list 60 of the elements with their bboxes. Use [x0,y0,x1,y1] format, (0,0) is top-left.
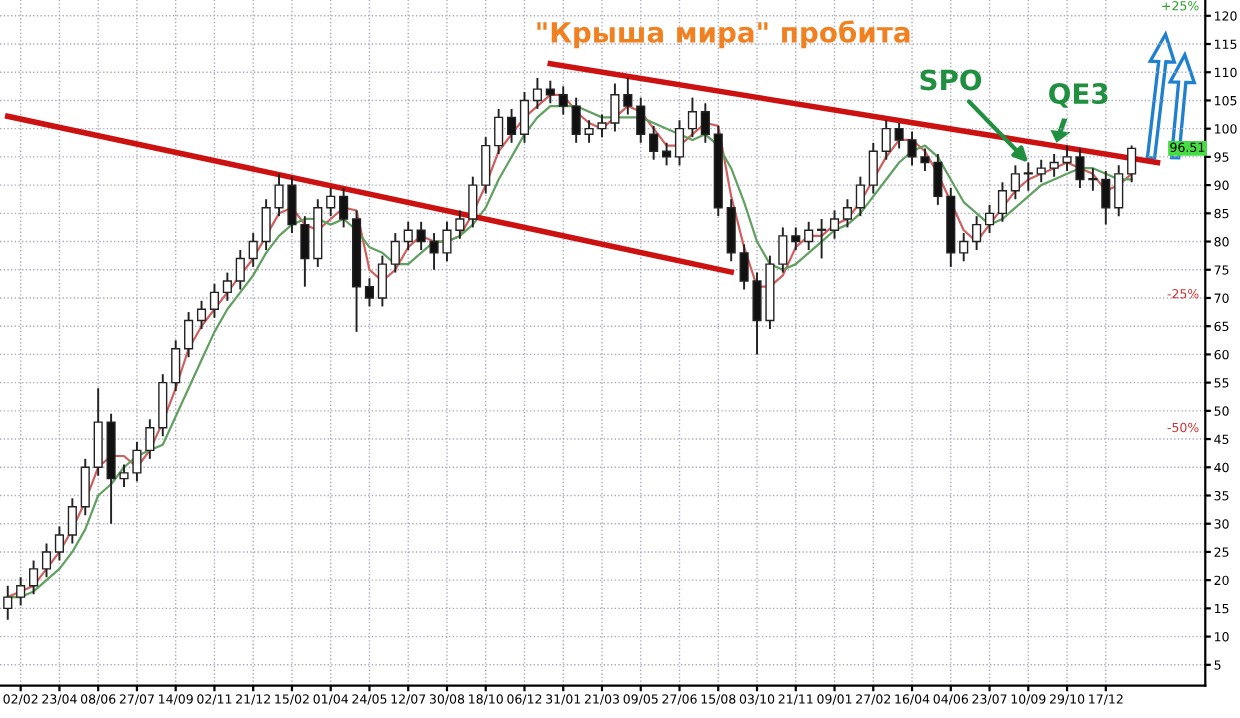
candlestick [984,203,995,235]
candlestick [842,198,853,229]
candlestick [817,218,827,260]
candlestick [791,226,801,251]
candlestick [623,76,633,116]
candlestick [855,175,865,218]
candlestick [972,215,982,251]
candlestick [93,387,103,477]
candlestick [674,119,685,167]
candlestick [804,220,814,251]
candlestick [41,542,52,579]
candlestick [532,76,542,110]
candlestick [209,282,220,319]
candlestick [829,209,840,240]
candlestick [1114,164,1124,218]
candlestick [222,271,232,302]
candlestick [80,457,90,517]
candlestick [67,497,77,545]
annotation: SPO [920,69,982,91]
candlestick [649,124,659,161]
candlestick [1101,170,1111,226]
candlestick [700,102,710,144]
candlestick [158,373,168,438]
candlestick [196,299,207,330]
candlestick [377,254,387,308]
candlestick [881,119,891,161]
candlestick [468,175,478,229]
candlestick [171,339,181,393]
candlestick [726,198,736,263]
candlestick [1127,144,1137,184]
candlestick [235,249,245,291]
candlestick [868,141,878,195]
candlestick [494,107,504,156]
candlestick [3,584,13,621]
candlestick [959,232,969,263]
candlestick [519,91,530,144]
text: "Крыша мира" пробита [537,20,910,49]
candlestick [571,96,581,144]
candlestick [390,232,400,274]
candlestick [339,186,349,229]
annotation: QE3 [1049,83,1108,108]
candlestick [54,525,64,562]
candlestick [1010,164,1020,201]
candlestick [545,79,555,105]
candlestick [1023,161,1033,192]
candlestick [403,220,413,251]
candlestick [636,96,646,144]
candlestick [997,181,1008,223]
candlestick [1036,158,1046,184]
candlestick [184,311,194,359]
candlestick [248,232,258,268]
candlestick [326,186,336,218]
candlestick [662,141,672,167]
candlestick [29,559,39,596]
candlestick [481,136,491,195]
candlestick [364,277,375,308]
candlestick [558,85,568,116]
candlestick [687,96,697,139]
candlestick [506,107,517,144]
candlestick [16,576,26,607]
